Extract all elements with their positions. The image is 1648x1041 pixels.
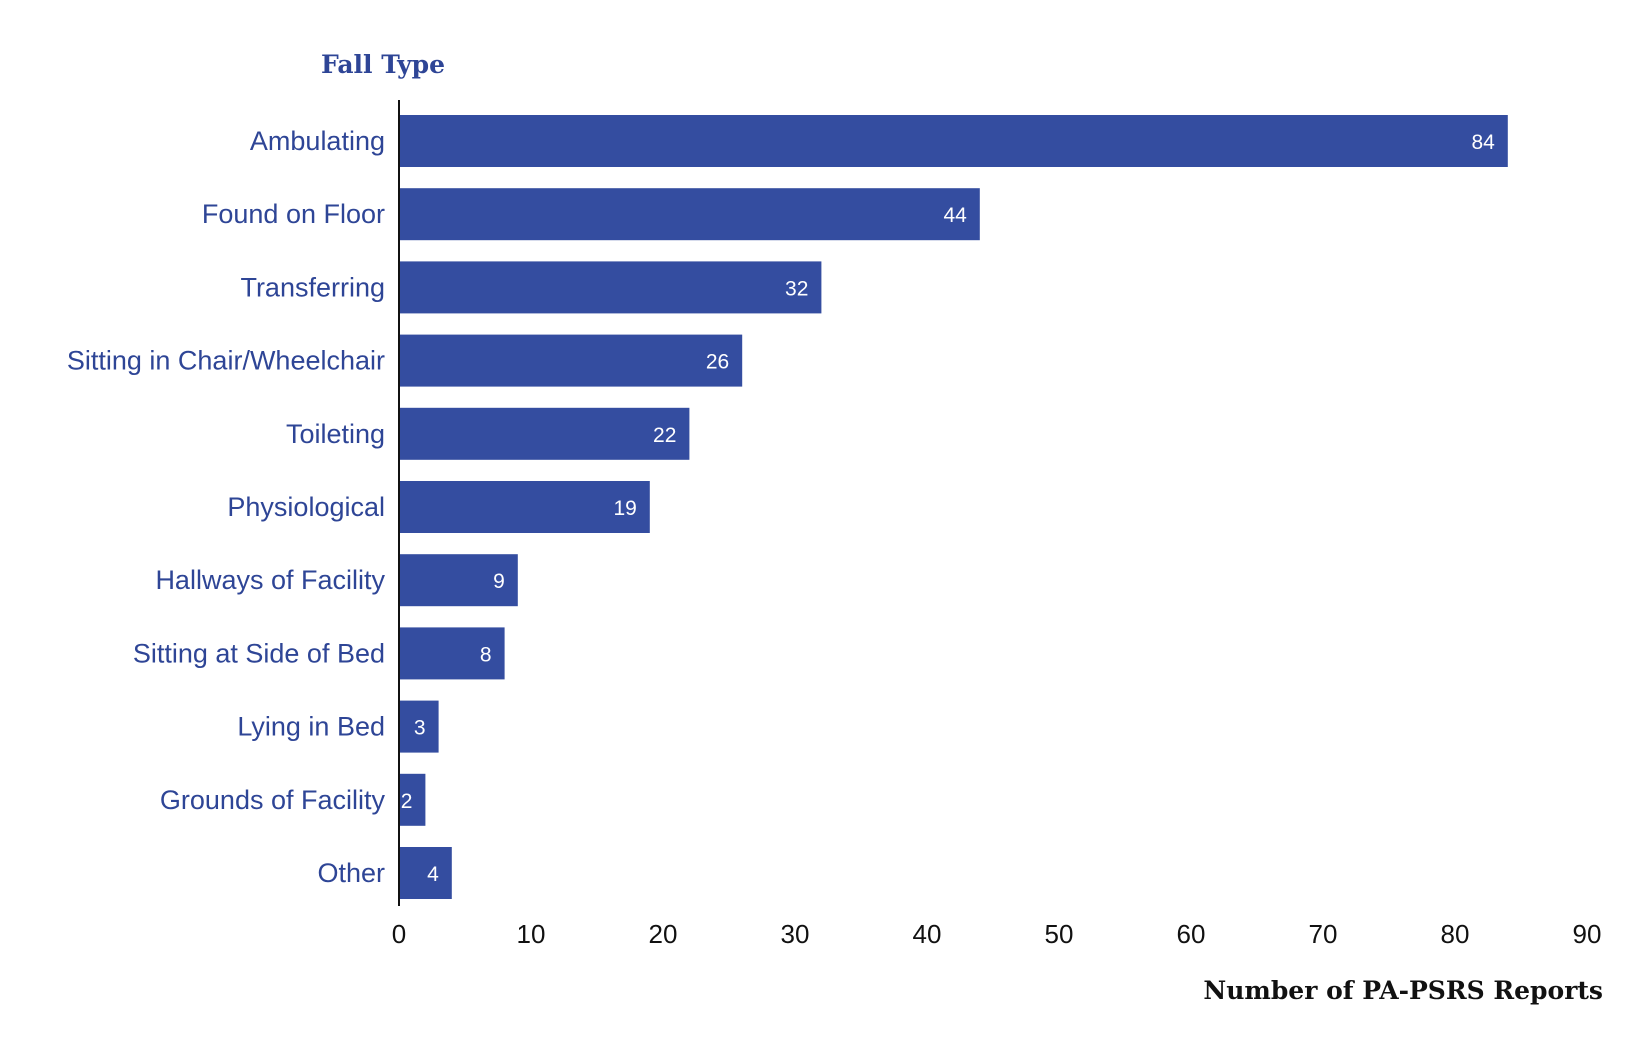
value-label-found-on-floor: 44	[943, 204, 967, 227]
bar-grounds-of-facility	[399, 773, 426, 826]
bar-hallways-of-facility	[399, 554, 518, 607]
value-label-lying-in-bed: 3	[414, 717, 426, 740]
bar-lying-in-bed	[399, 700, 439, 753]
x-tick-label-80: 80	[1441, 919, 1470, 949]
category-label-lying-in-bed: Lying in Bed	[237, 712, 385, 742]
category-label-physiological: Physiological	[227, 492, 385, 522]
x-tick-label-90: 90	[1573, 919, 1602, 949]
bar-transferring	[399, 261, 822, 314]
value-label-grounds-of-facility: 2	[401, 790, 413, 813]
x-tick-label-10: 10	[517, 919, 546, 949]
x-tick-label-30: 30	[781, 919, 810, 949]
x-tick-label-50: 50	[1045, 919, 1074, 949]
category-label-hallways-of-facility: Hallways of Facility	[155, 565, 385, 595]
x-tick-label-40: 40	[913, 919, 942, 949]
bar-found-on-floor	[399, 188, 980, 241]
bar-physiological	[399, 481, 650, 533]
value-label-other: 4	[427, 863, 439, 886]
category-label-other: Other	[317, 858, 385, 888]
value-label-hallways-of-facility: 9	[493, 570, 505, 593]
value-label-transferring: 32	[785, 277, 808, 300]
bar-sitting-at-side-of-bed	[399, 627, 505, 680]
value-label-sitting-at-side-of-bed: 8	[480, 643, 492, 666]
x-tick-label-70: 70	[1309, 919, 1338, 949]
x-tick-labels: 0 10 20 30 40 50 60 70 80 90	[392, 919, 1602, 949]
x-axis-title: Number of PA-PSRS Reports	[1203, 976, 1603, 1005]
category-label-grounds-of-facility: Grounds of Facility	[160, 785, 386, 815]
category-label-ambulating: Ambulating	[250, 126, 385, 156]
bar-other	[399, 847, 452, 899]
x-tick-label-60: 60	[1177, 919, 1206, 949]
bar-sitting-in-chair-wheelchair	[399, 334, 743, 387]
category-label-toileting: Toileting	[286, 419, 385, 449]
value-label-physiological: 19	[613, 497, 636, 520]
value-label-ambulating: 84	[1471, 131, 1495, 154]
category-label-found-on-floor: Found on Floor	[202, 199, 385, 229]
bar-ambulating	[399, 115, 1508, 167]
category-label-sitting-at-side-of-bed: Sitting at Side of Bed	[133, 638, 385, 668]
category-labels-layer: Ambulating Found on Floor Transferring Sitt…	[67, 126, 386, 888]
bars-layer	[399, 115, 1508, 899]
value-label-sitting-in-chair-wheelchair: 26	[706, 351, 729, 374]
category-label-sitting-in-chair-wheelchair: Sitting in Chair/Wheelchair	[67, 346, 385, 376]
x-tick-label-20: 20	[649, 919, 678, 949]
y-axis-title: Fall Type	[321, 50, 445, 79]
category-label-transferring: Transferring	[240, 272, 385, 302]
x-tick-label-0: 0	[392, 919, 406, 949]
bar-toileting	[399, 407, 690, 460]
value-label-toileting: 22	[653, 424, 676, 447]
